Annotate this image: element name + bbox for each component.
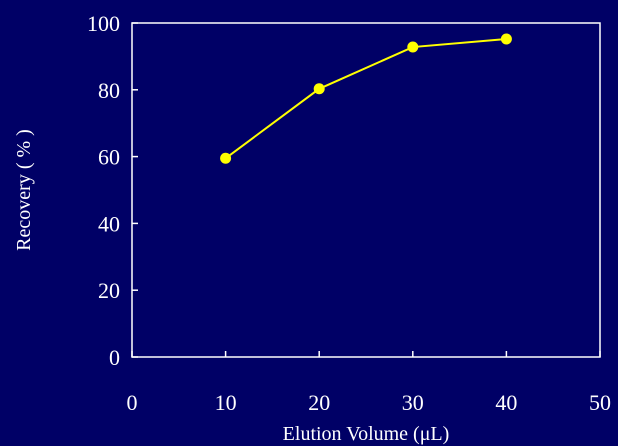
x-tick-label: 40 (495, 390, 517, 415)
x-tick-label: 30 (402, 390, 424, 415)
y-tick-label: 0 (109, 345, 120, 370)
x-axis: 0 10 20 30 40 50 (127, 351, 611, 415)
y-tick-label: 40 (98, 211, 120, 236)
x-tick-label: 50 (589, 390, 611, 415)
y-tick-label: 60 (98, 145, 120, 170)
plot-area (131, 22, 601, 358)
data-point (500, 33, 512, 45)
data-point (313, 83, 325, 95)
y-tick-label: 80 (98, 78, 120, 103)
x-tick-label: 20 (308, 390, 330, 415)
series-group (220, 33, 512, 164)
y-axis-title: Recovery ( % ) (13, 129, 35, 251)
x-axis-title: Elution Volume (μL) (283, 423, 450, 445)
y-tick-label: 100 (87, 11, 120, 36)
y-tick-label: 20 (98, 278, 120, 303)
x-tick-label: 0 (127, 390, 138, 415)
data-point (220, 152, 232, 164)
data-point (407, 41, 419, 53)
x-tick-label: 10 (215, 390, 237, 415)
y-axis: 0 20 40 60 80 100 (87, 11, 138, 370)
series-line (225, 38, 507, 160)
